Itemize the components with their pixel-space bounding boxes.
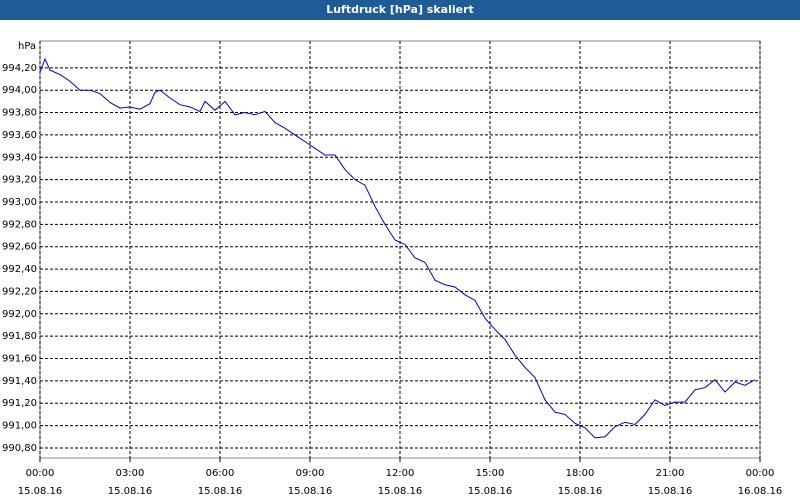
y-tick-label: 992,20 [2, 286, 37, 297]
y-tick-label: 992,40 [2, 264, 37, 275]
x-tick-label: 00:00 15.08.16 [17, 468, 63, 497]
y-tick-label: 992,80 [2, 219, 37, 230]
y-tick-label: 994,00 [2, 85, 37, 96]
x-tick-label: 09:00 15.08.16 [287, 468, 333, 497]
x-tick-label: 06:00 15.08.16 [197, 468, 243, 497]
y-tick-label: 991,00 [2, 421, 37, 432]
x-tick-label: 00:00 16.08.16 [737, 468, 783, 497]
y-tick-label: 994,20 [2, 63, 37, 74]
y-tick-label: 991,20 [2, 398, 37, 409]
y-tick-label: 992,60 [2, 242, 37, 253]
x-tick-label: 12:00 15.08.16 [377, 468, 423, 497]
y-tick-label: 993,60 [2, 130, 37, 141]
x-tick-label: 03:00 15.08.16 [107, 468, 153, 497]
x-tick-label: 21:00 15.08.16 [647, 468, 693, 497]
y-tick-label: 991,40 [2, 376, 37, 387]
y-tick-label: 991,80 [2, 331, 37, 342]
y-tick-label: 991,60 [2, 354, 37, 365]
title-bar: Luftdruck [hPa] skaliert [0, 0, 800, 20]
y-axis-label: hPa [18, 41, 36, 52]
y-tick-label: 990,80 [2, 443, 37, 454]
y-tick-label: 993,80 [2, 108, 37, 119]
x-tick-label: 18:00 15.08.16 [557, 468, 603, 497]
y-tick-label: 993,40 [2, 152, 37, 163]
y-tick-label: 992,00 [2, 309, 37, 320]
x-tick-label: 15:00 15.08.16 [467, 468, 513, 497]
y-tick-label: 993,20 [2, 175, 37, 186]
data-line [39, 57, 756, 439]
y-tick-label: 993,00 [2, 197, 37, 208]
